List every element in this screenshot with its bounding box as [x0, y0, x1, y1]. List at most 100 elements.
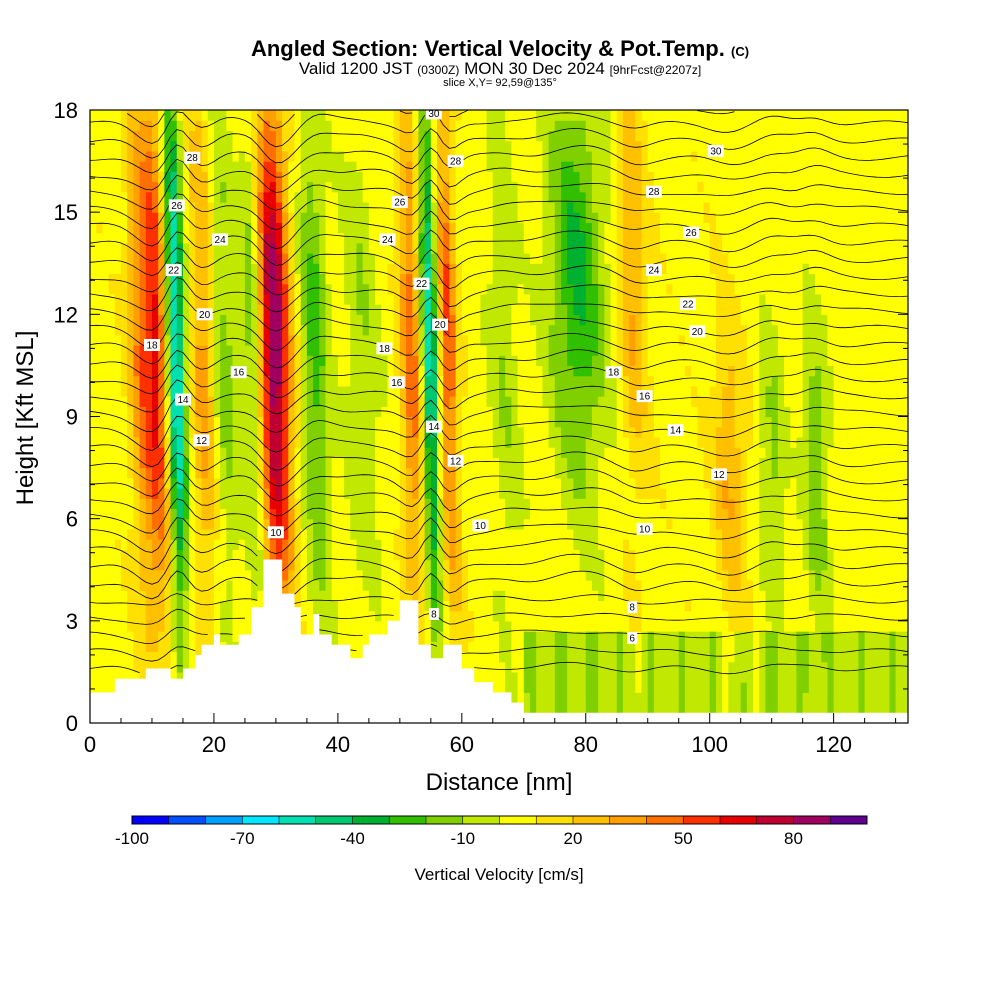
velocity-cell: [108, 457, 116, 469]
velocity-cell: [455, 191, 463, 203]
velocity-cell: [145, 467, 153, 479]
velocity-cell: [554, 447, 562, 458]
velocity-cell: [424, 181, 432, 193]
velocity-cell: [151, 263, 159, 275]
velocity-cell: [275, 549, 283, 561]
velocity-cell: [90, 508, 97, 520]
velocity-cell: [232, 161, 240, 172]
velocity-cell: [461, 661, 469, 673]
velocity-cell: [139, 161, 147, 172]
velocity-cell: [585, 273, 593, 285]
velocity-cell: [529, 304, 537, 315]
velocity-cell: [511, 161, 519, 172]
velocity-cell: [151, 549, 159, 561]
velocity-cell: [313, 304, 320, 315]
velocity-cell: [573, 661, 581, 673]
velocity-cell: [238, 508, 246, 520]
velocity-cell: [536, 150, 543, 162]
velocity-cell: [220, 488, 227, 499]
velocity-cell: [151, 631, 159, 642]
velocity-cell: [288, 406, 296, 418]
velocity-cell: [257, 263, 265, 275]
velocity-cell: [579, 201, 587, 213]
velocity-cell: [300, 457, 308, 469]
velocity-cell: [474, 559, 482, 571]
velocity-cell: [430, 436, 438, 448]
velocity-cell: [418, 110, 426, 121]
velocity-cell: [139, 375, 147, 387]
velocity-cell: [406, 385, 413, 397]
velocity-cell: [294, 344, 302, 356]
velocity-cell: [554, 191, 562, 203]
velocity-cell: [523, 314, 531, 326]
velocity-cell: [127, 488, 134, 499]
velocity-cell: [213, 253, 221, 264]
velocity-cell: [393, 406, 401, 418]
velocity-cell: [325, 426, 333, 438]
velocity-cell: [170, 488, 178, 499]
velocity-cell: [282, 283, 289, 295]
velocity-cell: [114, 222, 122, 234]
velocity-cell: [393, 110, 401, 121]
velocity-cell: [164, 518, 172, 530]
velocity-cell: [529, 273, 537, 285]
velocity-cell: [480, 406, 488, 418]
velocity-cell: [393, 518, 401, 530]
velocity-cell: [189, 191, 196, 203]
velocity-cell: [108, 467, 116, 479]
velocity-cell: [344, 559, 351, 571]
velocity-cell: [560, 579, 568, 591]
velocity-cell: [300, 518, 308, 530]
velocity-cell: [573, 579, 581, 591]
velocity-cell: [579, 518, 587, 530]
velocity-cell: [251, 488, 258, 499]
velocity-cell: [406, 314, 413, 326]
velocity-cell: [505, 324, 512, 336]
velocity-cell: [102, 569, 110, 581]
velocity-cell: [591, 498, 599, 510]
velocity-cell: [523, 457, 531, 469]
velocity-cell: [306, 559, 314, 571]
velocity-cell: [461, 120, 469, 132]
velocity-cell: [585, 702, 593, 714]
velocity-cell: [195, 528, 203, 540]
velocity-cell: [412, 508, 420, 520]
velocity-cell: [443, 559, 451, 571]
velocity-cell: [182, 579, 190, 591]
velocity-cell: [108, 549, 116, 561]
velocity-cell: [468, 528, 475, 540]
velocity-cell: [567, 641, 574, 653]
velocity-cell: [213, 436, 221, 448]
velocity-cell: [275, 304, 283, 315]
velocity-cell: [145, 661, 153, 673]
velocity-cell: [102, 579, 110, 591]
velocity-cell: [133, 283, 141, 295]
velocity-cell: [598, 293, 605, 305]
velocity-cell: [244, 559, 252, 571]
velocity-cell: [275, 385, 283, 397]
velocity-cell: [207, 181, 215, 193]
velocity-cell: [232, 140, 240, 152]
velocity-cell: [560, 355, 568, 367]
velocity-cell: [139, 212, 147, 223]
velocity-cell: [356, 447, 364, 458]
velocity-cell: [294, 600, 302, 612]
velocity-cell: [170, 283, 178, 295]
velocity-cell: [244, 447, 252, 458]
velocity-cell: [424, 590, 432, 601]
velocity-cell: [375, 590, 382, 601]
velocity-cell: [480, 150, 488, 162]
velocity-cell: [393, 130, 401, 142]
velocity-cell: [567, 140, 574, 152]
velocity-cell: [449, 365, 457, 377]
velocity-cell: [486, 375, 494, 387]
velocity-cell: [325, 457, 333, 469]
velocity-cell: [362, 150, 370, 162]
velocity-cell: [554, 610, 562, 622]
velocity-cell: [232, 600, 240, 612]
velocity-cell: [474, 610, 482, 622]
velocity-cell: [418, 569, 426, 581]
velocity-cell: [381, 406, 389, 418]
velocity-cell: [461, 140, 469, 152]
velocity-cell: [319, 201, 327, 213]
